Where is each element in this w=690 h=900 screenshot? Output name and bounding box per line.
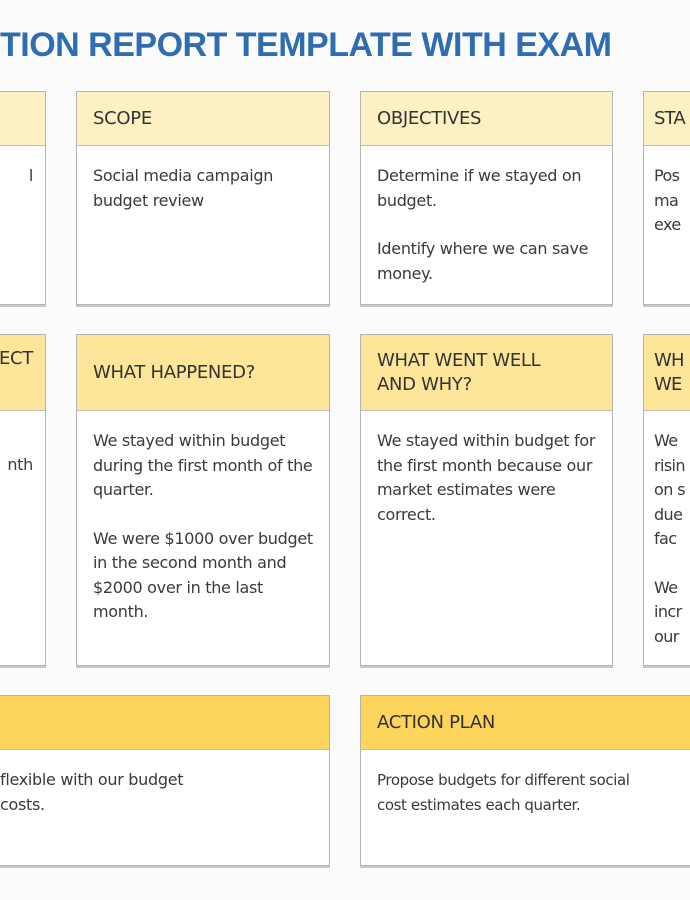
card-header: WH WE bbox=[644, 335, 690, 411]
card-partial-left: ECT nth bbox=[0, 334, 46, 666]
card-header: ACTION PLAN bbox=[361, 696, 690, 750]
card-partial-right: STA Pos ma exe bbox=[643, 91, 690, 305]
card-header: STA bbox=[644, 92, 690, 146]
card-objectives: OBJECTIVES Determine if we stayed on bud… bbox=[360, 91, 613, 305]
card-header: OBJECTIVES bbox=[361, 92, 612, 146]
card-body: flexible with our budget costs. bbox=[0, 770, 184, 814]
card-header bbox=[0, 92, 45, 146]
card-body: We stayed within budget for the first mo… bbox=[377, 431, 596, 524]
card-body: Pos ma exe bbox=[654, 166, 681, 234]
card-header: SCOPE bbox=[77, 92, 329, 146]
card-scope: SCOPE Social media campaign budget revie… bbox=[76, 91, 330, 305]
card-body: Propose budgets for different social cos… bbox=[377, 771, 630, 814]
card-body-fragment: nth bbox=[7, 455, 33, 474]
card-body: We stayed within budget during the first… bbox=[93, 431, 313, 621]
card-what-went-well: WHAT WENT WELL AND WHY? We stayed within… bbox=[360, 334, 613, 666]
card-header: ECT bbox=[0, 335, 45, 411]
card-header: WHAT WENT WELL AND WHY? bbox=[361, 335, 612, 411]
page-title: TION REPORT TEMPLATE WITH EXAM bbox=[0, 26, 612, 64]
card-partial-left-wide: flexible with our budget costs. bbox=[0, 695, 330, 866]
card-body: Determine if we stayed on budget. Identi… bbox=[377, 166, 589, 283]
card-what-happened: WHAT HAPPENED? We stayed within budget d… bbox=[76, 334, 330, 666]
card-partial-left: l bbox=[0, 91, 46, 305]
card-action-plan: ACTION PLAN Propose budgets for differen… bbox=[360, 695, 690, 866]
card-body: Social media campaign budget review bbox=[93, 166, 274, 210]
card-header: WHAT HAPPENED? bbox=[77, 335, 329, 411]
card-body-fragment: l bbox=[28, 166, 33, 185]
card-header bbox=[0, 696, 329, 750]
card-body: We risin on s due fac We incr our bbox=[654, 431, 686, 646]
card-partial-right: WH WE We risin on s due fac We incr our bbox=[643, 334, 690, 666]
